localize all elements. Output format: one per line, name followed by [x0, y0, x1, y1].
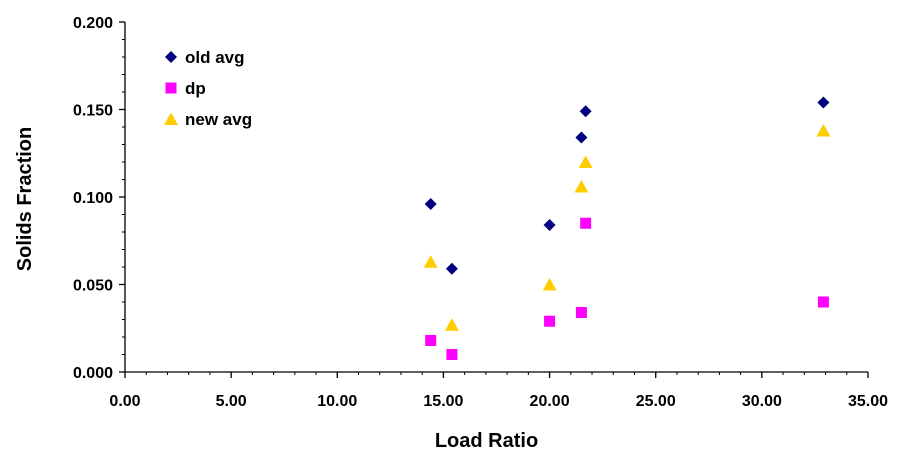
y-tick-label: 0.000	[73, 365, 113, 382]
data-point-square	[446, 349, 458, 360]
x-tick-label: 35.00	[848, 393, 888, 410]
x-tick-label: 25.00	[636, 393, 676, 410]
legend-marker-diamond	[165, 51, 177, 63]
x-tick-label: 15.00	[423, 393, 463, 410]
legend-marker-square	[165, 82, 177, 94]
data-point-diamond	[575, 131, 588, 144]
data-point-square	[425, 335, 437, 346]
data-point-diamond	[424, 198, 437, 210]
data-point-triangle	[542, 278, 557, 291]
data-point-square	[580, 217, 592, 229]
data-point-triangle	[816, 124, 831, 137]
data-points	[423, 96, 831, 360]
data-point-square	[817, 296, 829, 308]
data-point-diamond	[445, 262, 458, 275]
y-axis-title: Solids Fraction	[14, 127, 36, 271]
data-point-triangle	[423, 255, 438, 268]
x-tick-label: 0.00	[109, 393, 140, 410]
y-axis-ticks: 0.000 0.050 0.100 0.150 0.200	[73, 15, 125, 382]
data-point-triangle	[578, 155, 593, 168]
data-point-diamond	[817, 96, 830, 109]
legend-label: new avg	[185, 110, 252, 129]
data-point-square	[575, 307, 587, 318]
legend-marker-triangle	[164, 112, 178, 125]
x-tick-label: 30.00	[742, 393, 782, 410]
x-axis-ticks: 0.00 5.00 10.00 15.00 20.00 25.00 30.00 35.00	[109, 372, 888, 410]
data-point-diamond	[579, 105, 592, 118]
data-point-triangle	[574, 180, 589, 193]
data-point-square	[544, 315, 556, 327]
data-point-diamond	[543, 219, 556, 231]
x-tick-label: 5.00	[216, 393, 247, 410]
legend-label: dp	[185, 79, 206, 98]
y-tick-label: 0.150	[73, 103, 113, 120]
legend: old avg dp new avg	[164, 48, 252, 129]
x-tick-label: 10.00	[317, 393, 357, 410]
x-axis-title: Load Ratio	[435, 430, 538, 452]
data-point-triangle	[444, 318, 459, 331]
y-tick-label: 0.200	[73, 15, 113, 32]
axes	[124, 22, 868, 373]
y-tick-label: 0.100	[73, 190, 113, 207]
y-tick-label: 0.050	[73, 278, 113, 295]
legend-label: old avg	[185, 48, 245, 67]
x-tick-label: 20.00	[530, 393, 570, 410]
